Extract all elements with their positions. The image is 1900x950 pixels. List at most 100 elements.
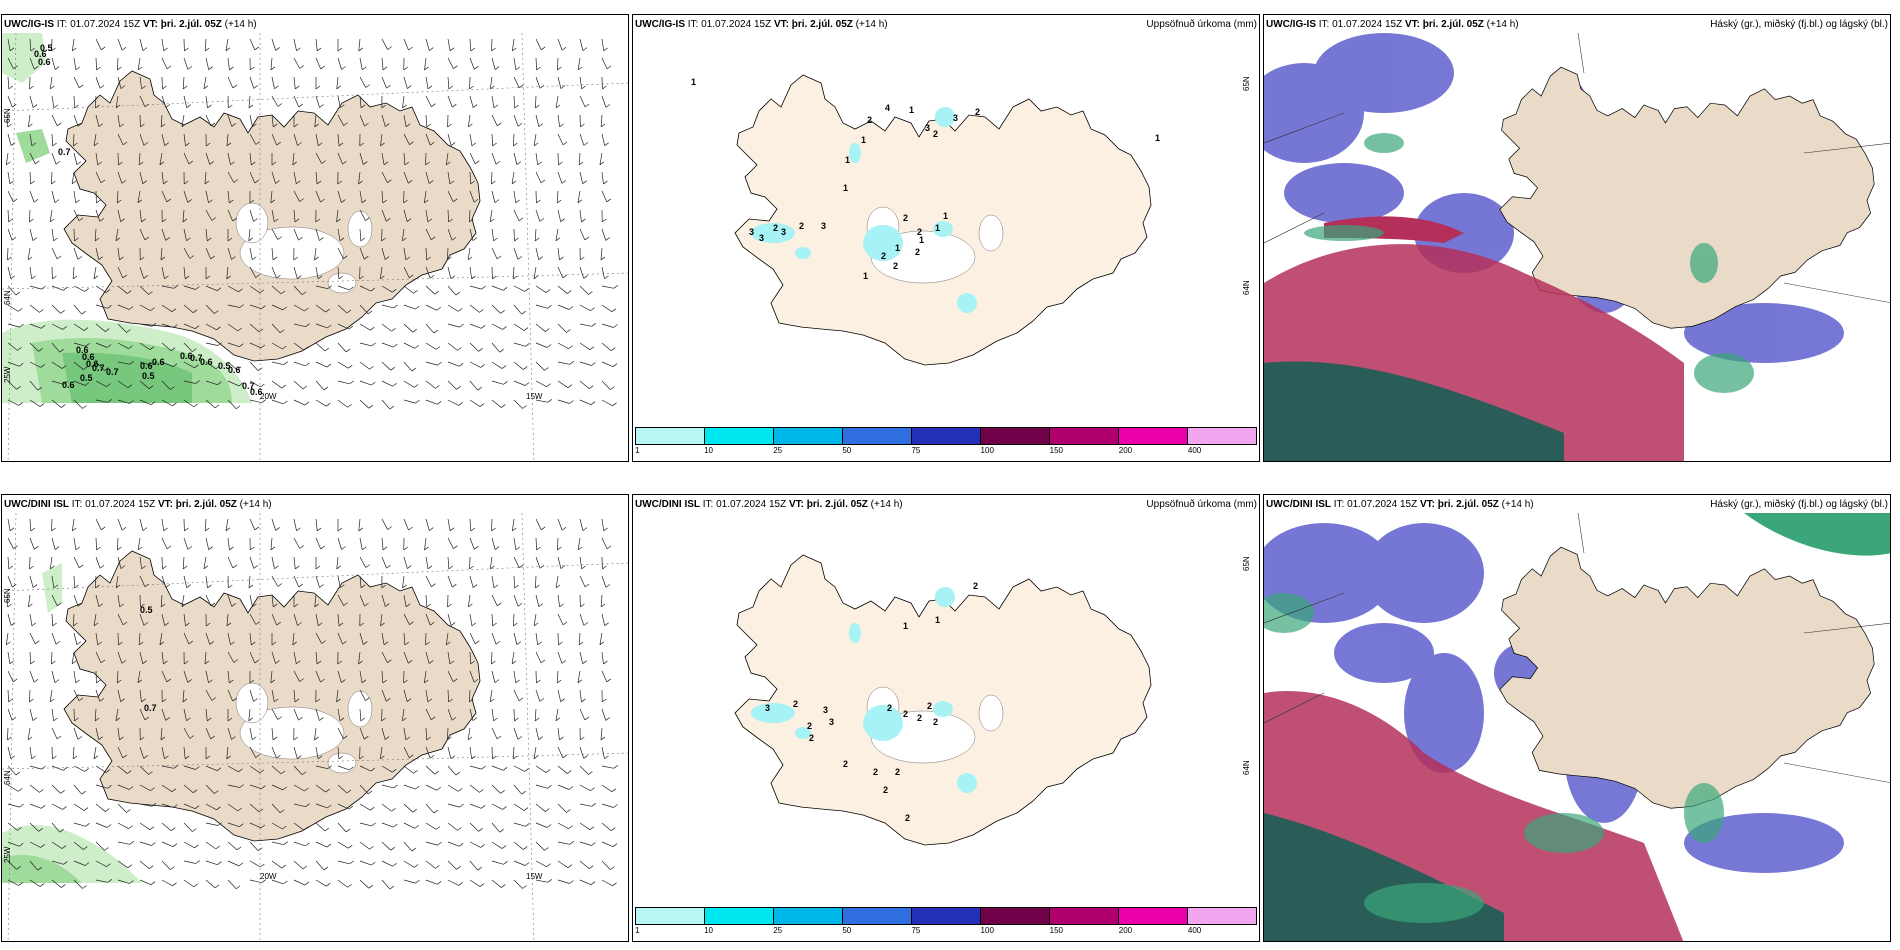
glacier [327, 752, 357, 774]
lat-lon-grid [1264, 513, 1890, 783]
glacier [235, 202, 269, 244]
colorbar-swatch [1188, 428, 1256, 444]
colorbar: 1 10 25 50 75 100 150 200 400 [635, 907, 1257, 937]
precip-value-label: 1 [845, 155, 850, 165]
colorbar-swatch [843, 428, 912, 444]
colorbar-swatch [774, 908, 843, 924]
it-value: 01.07.2024 15Z [85, 499, 156, 510]
precip-value-label: 2 [873, 767, 878, 777]
precip-value-label: 2 [843, 759, 848, 769]
colorbar-tick-label: 400 [1187, 446, 1202, 455]
precip-value-label: 2 [917, 227, 922, 237]
model-label: UWC/IG-IS [635, 19, 685, 30]
precip-value-label: 2 [893, 261, 898, 271]
iceland-land [63, 70, 481, 362]
precip-value-label: 3 [925, 123, 930, 133]
precip-value-label: 2 [915, 247, 920, 257]
colorbar-tick-label: 25 [773, 926, 783, 935]
it-label: IT: [702, 499, 714, 510]
panel-title: Háský (gr.), miðský (fj.bl.) og lágský (… [1710, 19, 1888, 30]
wind-value-label: 0.7 [92, 363, 105, 373]
precip-value-label: 2 [773, 223, 778, 233]
precip-value-label: 3 [749, 227, 754, 237]
panel-header: UWC/DINI ISL IT: 01.07.2024 15Z VT: þri.… [1266, 497, 1890, 513]
colorbar-swatch [912, 908, 981, 924]
wind-value-label: 0.6 [140, 361, 153, 371]
panel-title: Uppsöfnuð úrkoma (mm) [1146, 499, 1257, 510]
it-value: 01.07.2024 15Z [1347, 499, 1418, 510]
panel-header: UWC/IG-IS IT: 01.07.2024 15Z VT: þri. 2.… [1266, 17, 1890, 33]
precip-field [751, 107, 977, 313]
precip-value-label: 2 [973, 581, 978, 591]
colorbar-swatch [705, 908, 774, 924]
wind-value-label: 0.6 [200, 357, 213, 367]
precip-value-label: 2 [905, 813, 910, 823]
iceland-land [734, 74, 1152, 366]
vt-label: VT: [142, 19, 158, 30]
lead-time: (+14 h) [1501, 499, 1534, 510]
map-wind: 0.5 0.6 0.6 0.7 0.6 0.6 0.6 0.7 0.7 0.5 0.6 0.6 0.6 0… [2, 33, 628, 461]
wind-green-field [2, 563, 142, 883]
colorbar-swatch [774, 428, 843, 444]
panel-wind-dini: UWC/DINI ISL IT: 01.07.2024 15Z VT: þri.… [1, 494, 629, 942]
colorbar-tick-label: 25 [773, 446, 783, 455]
glacier [978, 694, 1004, 732]
panel-wind-igis: UWC/IG-IS IT: 01.07.2024 15Z VT: þri. 2.… [1, 14, 629, 462]
vt-label: VT: [1419, 499, 1435, 510]
colorbar-swatch [981, 428, 1050, 444]
precip-value-label: 1 [843, 183, 848, 193]
map-clouds [1264, 513, 1890, 941]
lat-lon-grid [1264, 33, 1890, 303]
iceland-land [734, 554, 1152, 846]
precip-value-label: 2 [799, 221, 804, 231]
wind-value-label: 0.5 [80, 373, 93, 383]
wind-value-label: 0.6 [38, 57, 51, 67]
precip-value-label: 1 [1155, 133, 1160, 143]
grid-label: 65N [1242, 76, 1251, 91]
precip-value-label: 2 [917, 713, 922, 723]
wind-green-field [2, 33, 252, 403]
grid-label: 25W [3, 846, 12, 863]
panel-header: UWC/DINI ISL IT: 01.07.2024 15Z VT: þri.… [4, 497, 628, 513]
colorbar-tick-label: 50 [842, 926, 852, 935]
colorbar-swatch [1050, 908, 1119, 924]
it-label: IT: [1333, 499, 1345, 510]
colorbar-swatch [636, 428, 705, 444]
wind-value-labels: 0.50.60.60.70.60.60.60.7 0.70.50.60.6 0.60… [34, 43, 263, 397]
precip-value-label: 1 [943, 211, 948, 221]
precip-value-label: 2 [807, 721, 812, 731]
vt-label: VT: [157, 499, 173, 510]
vt-value: þri. 2.júl. 05Z [1437, 499, 1499, 510]
lead-time: (+14 h) [855, 19, 888, 30]
grid-label: 20W [260, 392, 277, 401]
panel-header: UWC/IG-IS IT: 01.07.2024 15Z VT: þri. 2.… [635, 17, 1259, 33]
it-value: 01.07.2024 15Z [70, 19, 141, 30]
colorbar-tick-label: 10 [704, 446, 714, 455]
mid-cloud-field [1304, 133, 1754, 393]
it-label: IT: [56, 19, 68, 30]
precip-value-label: 3 [829, 717, 834, 727]
grid-label: 64N [3, 770, 12, 785]
it-value: 01.07.2024 15Z [716, 499, 787, 510]
precip-value-label: 3 [765, 703, 770, 713]
grid-label: 65N [3, 588, 12, 603]
it-label: IT: [687, 19, 699, 30]
vt-label: VT: [788, 499, 804, 510]
precip-value-label: 3 [821, 221, 826, 231]
lat-lon-grid [2, 513, 628, 941]
precip-value-label: 2 [903, 709, 908, 719]
colorbar-swatch [1050, 428, 1119, 444]
panel-title: Háský (gr.), miðský (fj.bl.) og lágský (… [1710, 499, 1888, 510]
vt-label: VT: [773, 19, 789, 30]
wind-value-label: 0.6 [76, 345, 89, 355]
it-label: IT: [1318, 19, 1330, 30]
wind-value-label: 0.6 [180, 351, 193, 361]
wind-value-labels: 0.5 0.7 [140, 605, 157, 713]
precip-value-label: 2 [887, 703, 892, 713]
colorbar-tick-label: 100 [980, 446, 994, 455]
wind-value-label: 0.6 [62, 380, 75, 390]
precip-value-label: 2 [881, 251, 886, 261]
precip-value-label: 3 [953, 113, 958, 123]
grid-label: 20W [260, 872, 277, 881]
map-clouds [1264, 33, 1890, 461]
